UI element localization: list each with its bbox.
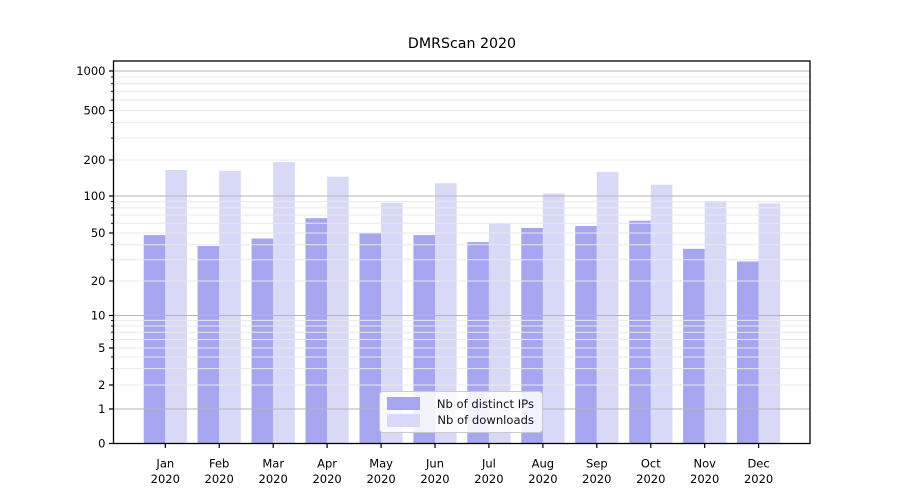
x-tick-label-month: Jan (155, 457, 174, 471)
x-tick-label-month: Nov (693, 457, 716, 471)
bar-distinct-ips[interactable] (737, 261, 759, 444)
axes: 01251020501002005001000Jan2020Feb2020Mar… (76, 60, 811, 486)
x-tick-label-year: 2020 (636, 472, 665, 486)
gridlines (113, 70, 810, 410)
x-tick-label-year: 2020 (259, 472, 288, 486)
bar-downloads[interactable] (273, 162, 295, 444)
x-tick-label-year: 2020 (690, 472, 719, 486)
x-tick-label-year: 2020 (420, 472, 449, 486)
bar-distinct-ips[interactable] (359, 233, 382, 444)
x-tick-label-month: Jul (481, 457, 496, 471)
y-tick-label: 0 (98, 437, 105, 451)
legend-label-distinct-ips: Nb of distinct IPs (436, 396, 534, 411)
x-tick-label-year: 2020 (151, 472, 180, 486)
x-tick-label-month: Aug (532, 457, 554, 471)
y-tick-label: 10 (91, 309, 106, 323)
y-tick-label: 200 (84, 153, 106, 167)
y-tick-label: 1000 (76, 64, 105, 78)
bar-downloads[interactable] (219, 170, 241, 444)
bar-distinct-ips[interactable] (575, 226, 597, 444)
x-tick-label-month: Feb (209, 457, 229, 471)
bar-downloads[interactable] (165, 170, 187, 444)
x-tick-label-year: 2020 (528, 472, 557, 486)
bar-downloads[interactable] (650, 184, 673, 444)
bar-distinct-ips[interactable] (305, 218, 328, 444)
bar-downloads[interactable] (542, 193, 565, 444)
bar-distinct-ips[interactable] (683, 248, 705, 444)
legend-swatch-distinct-ips (387, 397, 420, 411)
bar-downloads[interactable] (327, 176, 349, 444)
x-tick-label-month: Mar (262, 457, 284, 471)
legend-swatch-downloads (387, 413, 420, 427)
x-tick-label-month: Dec (747, 457, 769, 471)
bar-distinct-ips[interactable] (521, 227, 543, 444)
x-tick-label-month: May (369, 457, 393, 471)
y-tick-label: 1 (98, 402, 105, 416)
x-tick-label-year: 2020 (744, 472, 773, 486)
legend-label-downloads: Nb of downloads (437, 413, 534, 428)
x-tick-label-year: 2020 (366, 472, 395, 486)
bar-downloads[interactable] (704, 201, 727, 444)
bar-downloads[interactable] (758, 203, 781, 444)
bar-downloads[interactable] (435, 183, 457, 444)
x-tick-label-year: 2020 (474, 472, 503, 486)
bar-distinct-ips[interactable] (197, 246, 220, 444)
y-tick-label: 20 (91, 274, 106, 288)
legend-item-distinct-ips: Nb of distinct IPs (387, 397, 534, 411)
y-tick-label: 500 (84, 104, 106, 118)
y-tick-label: 100 (84, 189, 106, 203)
bar-distinct-ips[interactable] (251, 238, 274, 444)
legend: Nb of distinct IPs Nb of downloads (379, 391, 543, 433)
x-tick-label-year: 2020 (312, 472, 341, 486)
y-tick-label: 5 (98, 341, 105, 355)
x-tick-label-year: 2020 (582, 472, 611, 486)
plot-frame (112, 60, 811, 445)
bar-downloads[interactable] (596, 171, 619, 444)
x-tick-label-year: 2020 (205, 472, 234, 486)
bar-downloads[interactable] (381, 202, 403, 444)
x-tick-label-month: Sep (586, 457, 608, 471)
x-tick-label-month: Apr (317, 457, 337, 471)
y-tick-label: 2 (98, 378, 105, 392)
bar-downloads[interactable] (488, 223, 511, 444)
legend-item-downloads: Nb of downloads (387, 413, 534, 427)
y-tick-label: 50 (91, 226, 106, 240)
x-tick-label-month: Oct (641, 457, 661, 471)
x-tick-label-month: Jun (425, 457, 444, 471)
chart-title: DMRScan 2020 (407, 36, 517, 52)
